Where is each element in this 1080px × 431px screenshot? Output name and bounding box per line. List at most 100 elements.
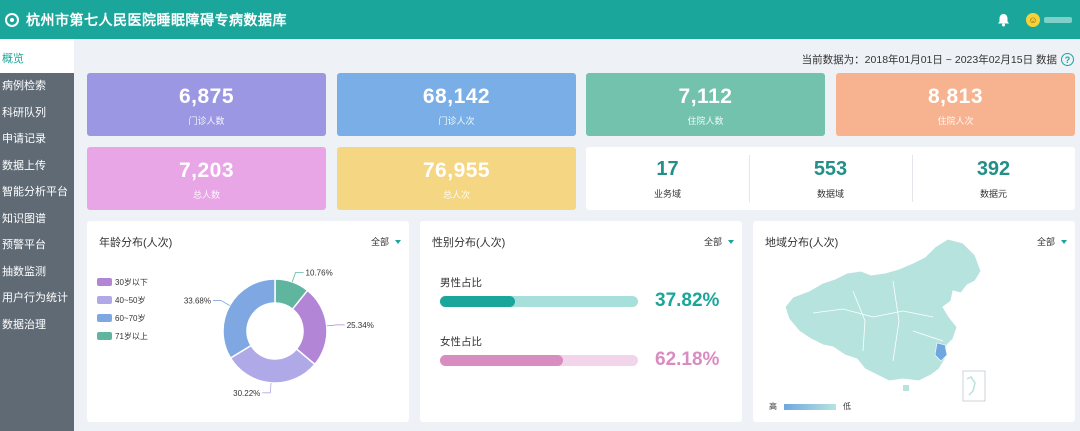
domain-stat-business: 17 业务域 xyxy=(586,147,749,210)
female-ratio-bar xyxy=(440,355,638,366)
question-mark-icon[interactable]: ? xyxy=(1061,53,1074,66)
top-header: 杭州市第七人民医院睡眠障碍专病数据库 ☺ xyxy=(0,0,1080,39)
china-map xyxy=(784,238,986,402)
legend-swatch xyxy=(97,332,112,340)
female-ratio-value: 62.18% xyxy=(655,349,720,370)
stat-card-inpatient-people: 7,112 住院人数 xyxy=(586,73,825,136)
stat-label: 总人次 xyxy=(442,190,470,200)
donut-label: 30.22% xyxy=(233,389,260,398)
gender-filter-dropdown[interactable]: 全部 xyxy=(704,235,734,248)
legend-label: 30岁以下 xyxy=(115,277,148,287)
domain-stat-data-domain: 553 数据域 xyxy=(749,147,912,210)
legend-label: 60~70岁 xyxy=(115,313,146,323)
donut-leader-line xyxy=(291,272,304,283)
date-range: 当前数据为：2018年01月01日 ~ 2023年02月15日 数据 ? xyxy=(802,52,1074,67)
domain-stat-value: 392 xyxy=(976,158,1011,180)
age-legend: 30岁以下 40~50岁 60~70岁 71岁以上 xyxy=(97,276,148,348)
male-ratio-bar-fill xyxy=(440,296,515,307)
user-name[interactable] xyxy=(1044,16,1072,23)
sidebar-item-warning-platform[interactable]: 预警平台 xyxy=(2,239,46,251)
domain-stats-card: 17 业务域 553 数据域 392 数据元 xyxy=(586,147,1075,210)
map-legend-gradient xyxy=(784,404,836,410)
domain-stat-label: 数据域 xyxy=(816,189,844,199)
sidebar-item-data-governance[interactable]: 数据治理 xyxy=(2,318,46,331)
app-title: 杭州市第七人民医院睡眠障碍专病数据库 xyxy=(26,11,287,28)
donut-label: 33.68% xyxy=(184,297,211,306)
stat-value: 6,875 xyxy=(178,85,235,108)
male-ratio-row: 男性占比 xyxy=(440,275,482,290)
male-ratio-label: 男性占比 xyxy=(440,277,482,289)
panel-title: 年龄分布(人次) xyxy=(99,237,173,249)
female-ratio-label: 女性占比 xyxy=(440,336,482,348)
donut-leader-line xyxy=(326,324,345,327)
domain-stat-value: 553 xyxy=(813,158,848,180)
map-legend-high: 高 xyxy=(769,402,777,411)
filter-value: 全部 xyxy=(1036,237,1055,247)
donut-slice[interactable] xyxy=(222,278,276,360)
stat-value: 76,955 xyxy=(422,159,491,182)
header-actions: ☺ xyxy=(992,9,1072,31)
stat-card-total-visits: 76,955 总人次 xyxy=(337,147,576,210)
caret-down-icon xyxy=(728,239,734,244)
donut-leader-line xyxy=(262,382,272,394)
sidebar-item-user-behavior[interactable]: 用户行为统计 xyxy=(2,292,68,304)
sidebar-item-research-cohort[interactable]: 科研队列 xyxy=(2,106,46,119)
china-map-shape xyxy=(784,238,982,382)
sidebar-item-case-search[interactable]: 病例检索 xyxy=(2,80,46,92)
legend-label: 71岁以上 xyxy=(115,331,148,341)
age-filter-dropdown[interactable]: 全部 xyxy=(371,235,401,248)
south-china-sea-inset xyxy=(962,370,986,402)
filter-value: 全部 xyxy=(703,237,722,247)
domain-stat-label: 数据元 xyxy=(979,189,1007,199)
stat-label: 总人数 xyxy=(192,190,220,200)
age-donut-chart: 10.76% 25.34% 30.22% 33.68% xyxy=(184,269,374,398)
caret-down-icon xyxy=(395,239,401,244)
map-legend-low: 低 xyxy=(843,402,851,411)
age-distribution-panel: 年龄分布(人次) 全部 30岁以下 40~50岁 60~70岁 71岁以上 10… xyxy=(87,221,409,422)
legend-item[interactable]: 60~70岁 xyxy=(97,312,148,324)
region-distribution-panel: 地域分布(人次) 全部 高 低 xyxy=(753,221,1075,422)
domain-stat-value: 17 xyxy=(656,158,679,180)
sidebar-item-data-upload[interactable]: 数据上传 xyxy=(2,159,46,172)
region-filter-dropdown[interactable]: 全部 xyxy=(1037,235,1067,248)
sidebar-item-extraction-monitor[interactable]: 抽数监测 xyxy=(2,265,46,278)
stat-label: 门诊人次 xyxy=(438,116,475,126)
sidebar-item-overview[interactable]: 概览 xyxy=(0,39,74,73)
legend-item[interactable]: 71岁以上 xyxy=(97,330,148,342)
donut-label: 25.34% xyxy=(347,321,374,330)
domain-stat-data-element: 392 数据元 xyxy=(912,147,1075,210)
stat-label: 住院人次 xyxy=(937,116,974,126)
legend-swatch xyxy=(97,296,112,304)
sidebar-item-application-records[interactable]: 申请记录 xyxy=(2,133,46,145)
caret-down-icon xyxy=(1061,239,1067,244)
donut-label: 10.76% xyxy=(306,269,333,278)
stat-card-total-people: 7,203 总人数 xyxy=(87,147,326,210)
stat-value: 7,203 xyxy=(178,159,235,182)
male-ratio-bar xyxy=(440,296,638,307)
sidebar: 概览 病例检索 科研队列 申请记录 数据上传 智能分析平台 知识图谱 预警平台 … xyxy=(0,39,74,431)
stat-card-outpatient-people: 6,875 门诊人数 xyxy=(87,73,326,136)
legend-label: 40~50岁 xyxy=(115,295,146,305)
bell-icon[interactable] xyxy=(992,9,1014,31)
stat-value: 68,142 xyxy=(422,85,491,108)
male-ratio-value: 37.82% xyxy=(655,290,720,311)
stat-value: 8,813 xyxy=(927,85,984,108)
filter-value: 全部 xyxy=(370,237,389,247)
legend-swatch xyxy=(97,278,112,286)
panel-title: 地域分布(人次) xyxy=(765,237,839,249)
sidebar-item-analysis-platform[interactable]: 智能分析平台 xyxy=(2,186,68,198)
hainan-island xyxy=(903,385,909,391)
donut-leader-line xyxy=(212,300,230,306)
smiley-avatar-icon[interactable]: ☺ xyxy=(1026,12,1040,27)
legend-item[interactable]: 30岁以下 xyxy=(97,276,148,288)
legend-item[interactable]: 40~50岁 xyxy=(97,294,148,306)
female-ratio-bar-fill xyxy=(440,355,564,366)
stat-label: 住院人数 xyxy=(687,116,724,126)
legend-swatch xyxy=(97,314,112,322)
female-ratio-row: 女性占比 xyxy=(440,334,482,349)
zhejiang-highlight xyxy=(934,342,948,362)
stat-card-outpatient-visits: 68,142 门诊人次 xyxy=(337,73,576,136)
sidebar-item-knowledge-graph[interactable]: 知识图谱 xyxy=(2,212,46,225)
stat-label: 门诊人数 xyxy=(188,116,225,126)
stat-card-inpatient-visits: 8,813 住院人次 xyxy=(836,73,1075,136)
